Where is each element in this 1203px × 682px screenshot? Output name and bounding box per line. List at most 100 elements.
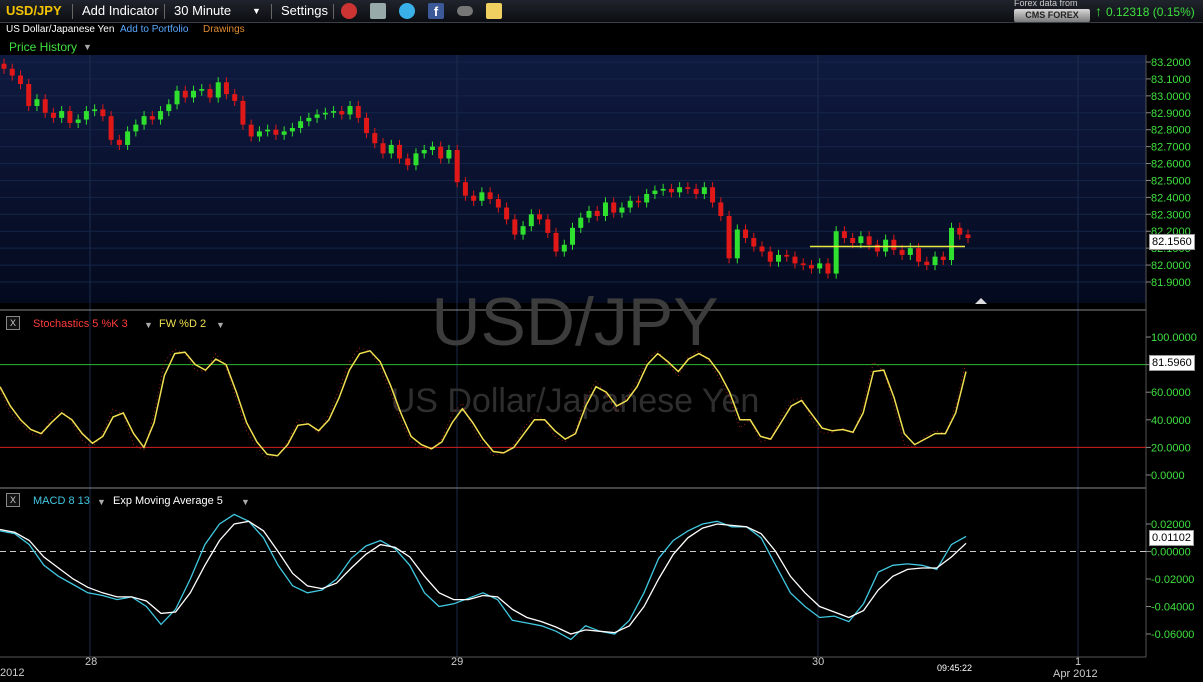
alarm-icon[interactable] xyxy=(341,3,357,19)
facebook-icon[interactable]: f xyxy=(428,3,444,19)
up-arrow-icon: ↑ xyxy=(1095,3,1102,19)
macd-label[interactable]: MACD 8 13 xyxy=(33,495,90,507)
candle-body xyxy=(800,263,806,266)
add-to-portfolio-link[interactable]: Add to Portfolio xyxy=(120,24,189,35)
stoch-levels xyxy=(0,364,1146,552)
note-icon[interactable] xyxy=(486,3,502,19)
watermark-name: US Dollar/Japanese Yen xyxy=(391,382,760,420)
candle-body xyxy=(619,207,625,213)
subbar: US Dollar/Japanese Yen Add to Portfolio … xyxy=(0,22,1203,38)
chevron-down-icon[interactable]: ▼ xyxy=(144,320,153,330)
candle-body xyxy=(553,232,559,252)
candle-body xyxy=(83,111,89,120)
chevron-down-icon[interactable]: ▼ xyxy=(252,6,261,16)
candle-body xyxy=(125,131,131,145)
ema-label[interactable]: Exp Moving Average 5 xyxy=(113,495,223,507)
candle-body xyxy=(158,111,164,120)
candle-body xyxy=(405,158,411,166)
stoch-last-box: 81.5960 xyxy=(1149,355,1195,371)
candle-body xyxy=(850,238,856,244)
y-tick-label: 82.7000 xyxy=(1151,142,1191,154)
y-tick-label: -0.02000 xyxy=(1151,574,1194,586)
candle-body xyxy=(635,200,641,203)
candle-body xyxy=(602,202,608,216)
candle-body xyxy=(957,227,963,235)
settings-button[interactable]: Settings xyxy=(281,3,328,18)
price-change: 0.12318 (0.15%) xyxy=(1106,5,1195,19)
print-icon[interactable] xyxy=(370,3,386,19)
candle-body xyxy=(141,116,147,125)
indicator-lines xyxy=(0,347,967,641)
candle-body xyxy=(891,239,897,250)
candle-body xyxy=(965,234,971,238)
y-tick-label: 82.9000 xyxy=(1151,108,1191,120)
candle-body xyxy=(520,226,526,235)
candle-body xyxy=(743,229,749,238)
divider xyxy=(72,4,73,19)
candle-body xyxy=(265,129,271,132)
candle-body xyxy=(471,195,477,201)
candle-body xyxy=(26,84,32,106)
ema-line xyxy=(0,520,967,635)
x-label: 1 xyxy=(1075,656,1082,668)
stoch-d-label[interactable]: FW %D 2 xyxy=(159,318,207,330)
candle-body xyxy=(42,99,48,113)
binoculars-icon[interactable] xyxy=(457,6,473,16)
candle-body xyxy=(223,82,229,95)
candle-body xyxy=(17,75,23,84)
interval-select[interactable]: 30 Minute xyxy=(174,3,232,18)
x-label: 30 xyxy=(812,656,825,668)
chevron-down-icon[interactable]: ▼ xyxy=(216,320,225,330)
candle-body xyxy=(545,219,551,233)
stoch-k-label[interactable]: Stochastics 5 %K 3 xyxy=(33,318,128,330)
stoch-panel-bg xyxy=(0,312,1146,488)
candle-body xyxy=(677,187,683,193)
candle-body xyxy=(512,219,518,235)
candle-body xyxy=(281,131,287,135)
candle-body xyxy=(792,256,798,264)
candle-body xyxy=(660,188,666,191)
last-price-box: 82.1560 xyxy=(1149,234,1195,250)
candle-body xyxy=(388,144,394,154)
candle-body xyxy=(924,261,930,266)
twitter-icon[interactable] xyxy=(399,3,415,19)
divider xyxy=(271,4,272,19)
candle-body xyxy=(586,210,592,218)
candle-body xyxy=(50,112,56,118)
candle-body xyxy=(166,104,172,112)
candle-body xyxy=(133,124,139,132)
y-tick-label: 82.5000 xyxy=(1151,175,1191,187)
candle-body xyxy=(479,192,485,201)
scroll-up-icon[interactable] xyxy=(975,298,987,304)
candle-body xyxy=(438,146,444,159)
candle-body xyxy=(504,207,510,220)
x-label: Apr 2012 xyxy=(1053,668,1098,680)
close-macd-icon[interactable]: X xyxy=(6,493,20,507)
symbol-button[interactable]: USD/JPY xyxy=(6,3,62,18)
candle-body xyxy=(627,200,633,208)
candle-body xyxy=(306,117,312,122)
chevron-down-icon[interactable]: ▼ xyxy=(83,42,92,52)
candle-body xyxy=(372,133,378,144)
candle-body xyxy=(825,263,831,274)
cms-forex-logo: CMS FOREX xyxy=(1014,9,1090,22)
chevron-down-icon[interactable]: ▼ xyxy=(97,497,106,507)
data-source-label: Forex data from xyxy=(1014,0,1078,8)
add-indicator-button[interactable]: Add Indicator xyxy=(82,3,159,18)
candle-body xyxy=(454,150,460,183)
drawings-link[interactable]: Drawings xyxy=(203,24,245,35)
candle-body xyxy=(726,216,732,259)
candle-body xyxy=(429,146,435,150)
close-stoch-icon[interactable]: X xyxy=(6,316,20,330)
macd-last-box: 0.01102 xyxy=(1149,530,1194,546)
candle-body xyxy=(833,231,839,274)
instrument-name: US Dollar/Japanese Yen xyxy=(6,24,115,35)
candle-body xyxy=(817,263,823,269)
candle-body xyxy=(644,194,650,203)
y-tick-label: 0.0000 xyxy=(1151,470,1185,482)
candle-body xyxy=(421,150,427,154)
price-history-label[interactable]: Price History xyxy=(9,40,78,54)
chevron-down-icon[interactable]: ▼ xyxy=(241,497,250,507)
y-tick-label: 81.9000 xyxy=(1151,277,1191,289)
candle-body xyxy=(578,217,584,228)
